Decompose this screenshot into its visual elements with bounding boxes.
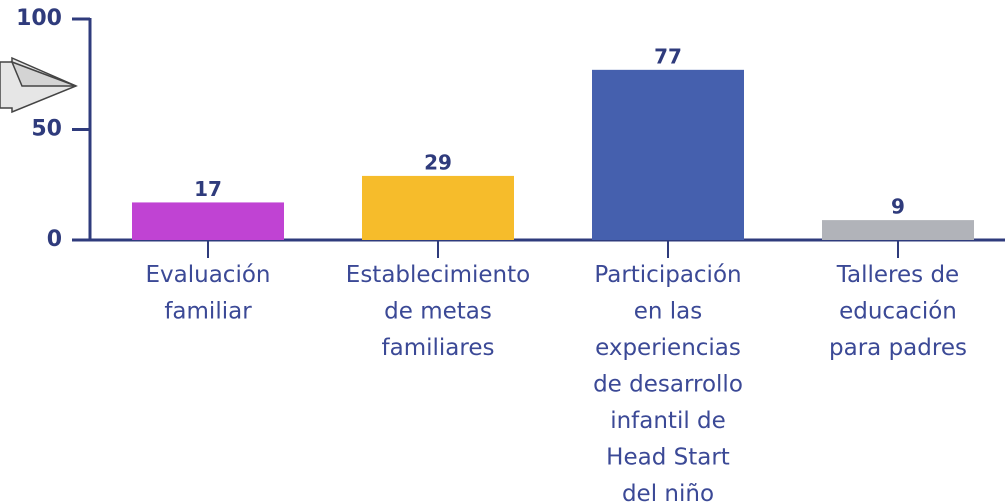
x-tick-label: Participación en las experiencias de desarr… bbox=[593, 262, 743, 504]
value-label: 77 bbox=[654, 44, 682, 68]
bar bbox=[822, 220, 974, 240]
paper-plane-icon bbox=[0, 56, 78, 114]
x-tick-label: Talleres de educación para padres bbox=[829, 262, 967, 361]
y-tick-label: 100 bbox=[16, 6, 62, 31]
y-tick-label: 50 bbox=[31, 117, 62, 142]
y-tick-label: 0 bbox=[47, 227, 62, 252]
x-tick-label: Establecimiento de metas familiares bbox=[346, 262, 530, 361]
value-label: 9 bbox=[891, 195, 905, 219]
bar bbox=[592, 69, 744, 240]
value-label: 17 bbox=[194, 177, 222, 201]
value-label: 29 bbox=[424, 150, 452, 174]
x-tick-label: Evaluación familiar bbox=[146, 262, 271, 325]
bar bbox=[362, 175, 514, 240]
bar bbox=[132, 202, 284, 240]
